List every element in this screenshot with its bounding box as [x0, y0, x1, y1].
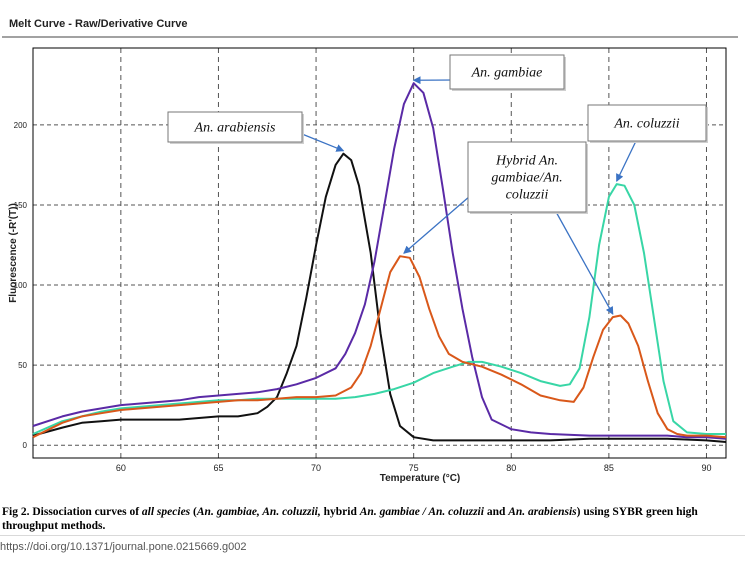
x-tick-label: 90	[701, 463, 711, 473]
x-tick-label: 75	[409, 463, 419, 473]
y-tick-label: 150	[14, 201, 28, 210]
doi-link[interactable]: https://doi.org/10.1371/journal.pone.021…	[0, 541, 247, 553]
annotation-arrow	[554, 209, 614, 315]
annotation-box	[449, 54, 565, 90]
y-axis-label: Fluorescence (-R'(T))	[8, 203, 19, 303]
annotation-box	[587, 104, 707, 142]
annotation-label: Hybrid An.	[495, 154, 558, 169]
x-tick-label: 70	[311, 463, 321, 473]
series-line-3	[32, 183, 726, 435]
x-tick-label: 60	[116, 463, 126, 473]
tick-labels: 60 65 70 75 80 85 90 0 50 100 150 200	[14, 121, 712, 473]
caption-italic-4: An. arabiensis	[508, 506, 577, 518]
y-tick-label: 200	[14, 121, 28, 130]
caption-text-5: ) using SYBR green high throughput metho…	[2, 506, 698, 532]
caption-text-4: and	[483, 506, 509, 518]
y-tick-label: 100	[14, 281, 28, 290]
caption-text-1: Dissociation curves of	[29, 506, 142, 518]
x-axis-label: Temperature (°C)	[380, 473, 461, 484]
annotation-box	[467, 141, 587, 213]
caption-italic-1: all species	[141, 506, 191, 518]
annotation-label: An. coluzzii	[613, 117, 679, 132]
y-tick-label: 50	[18, 361, 27, 370]
doi-divider	[0, 535, 745, 536]
x-tick-label: 85	[604, 463, 614, 473]
annotation-arrow	[403, 195, 471, 254]
y-tick-label: 0	[23, 441, 28, 450]
x-tick-label: 65	[213, 463, 223, 473]
series-line-2	[32, 82, 727, 440]
chart-background	[0, 0, 745, 500]
caption-italic-3: An. gambiae / An. coluzzii	[359, 506, 484, 518]
caption-fig-label: Fig 2.	[2, 506, 30, 518]
annotation-label: gambiae/An.	[491, 171, 562, 186]
chart-title: Melt Curve - Raw/Derivative Curve	[9, 18, 188, 30]
x-tick-label: 80	[506, 463, 516, 473]
annotation-labels: An. arabiensis An. gambiae An. coluzzii Hyb…	[167, 54, 708, 214]
caption-italic-2: An. gambiae, An. coluzzii,	[196, 506, 321, 518]
figure-caption: Fig 2. Dissociation curves of all specie…	[2, 505, 737, 533]
series-line-4	[32, 255, 727, 439]
annotation-label: coluzzii	[506, 188, 549, 203]
annotation-arrow	[301, 133, 345, 152]
series-line-1	[32, 152, 727, 443]
annotation-label: An. arabiensis	[194, 121, 276, 136]
annotation-label: An. gambiae	[471, 66, 543, 81]
series-lines	[32, 82, 727, 443]
grid-lines	[33, 48, 726, 458]
melt-curve-chart: Melt Curve - Raw/Derivative Curve 60 65 70…	[0, 0, 745, 500]
annotation-arrow	[616, 140, 637, 183]
plot-frame	[32, 47, 727, 459]
annotation-box	[167, 111, 303, 143]
caption-text-3: hybrid	[320, 506, 360, 518]
annotation-arrows	[301, 76, 637, 315]
caption-text-2: (	[190, 506, 197, 518]
